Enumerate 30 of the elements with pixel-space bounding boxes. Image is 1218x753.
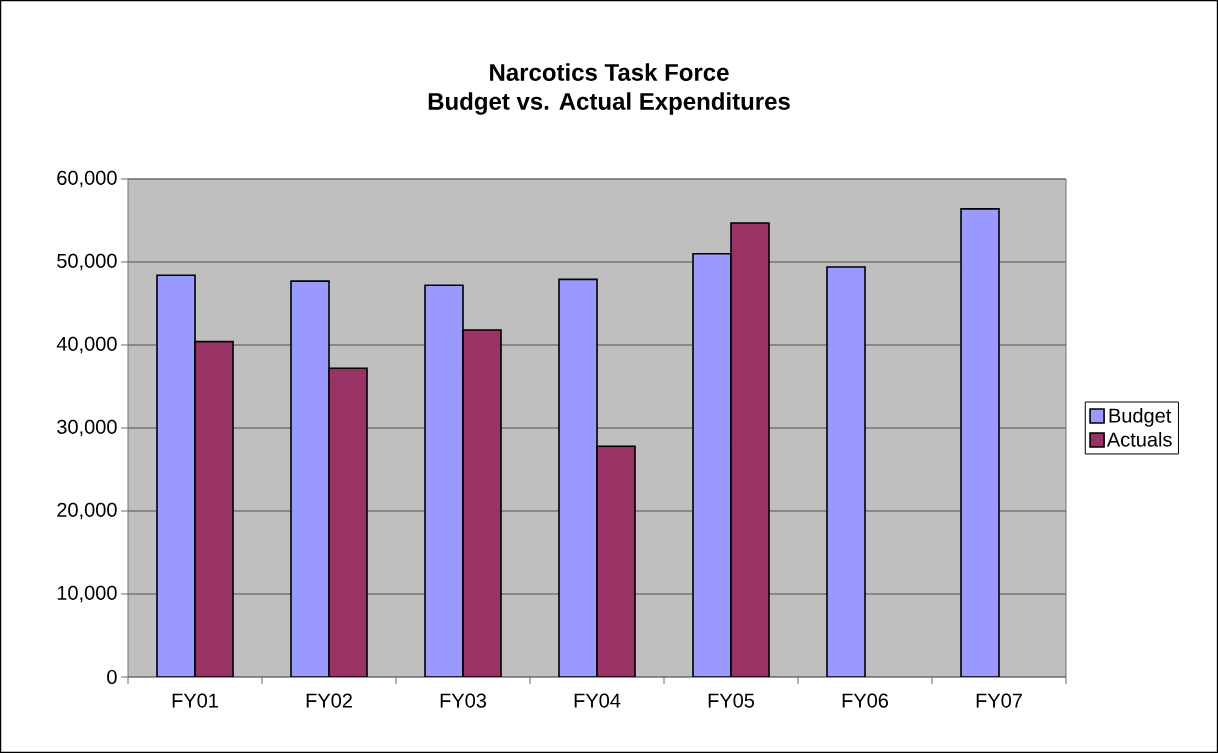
x-tick-label: FY02 bbox=[306, 693, 352, 708]
y-tick-label: 0 bbox=[107, 669, 117, 685]
bar bbox=[960, 208, 1000, 677]
legend-label: Actuals bbox=[1106, 431, 1172, 447]
bar bbox=[596, 445, 636, 677]
bar bbox=[730, 222, 770, 677]
y-tick-label: 20,000 bbox=[57, 502, 117, 520]
bar bbox=[424, 284, 464, 677]
y-tick-label: 40,000 bbox=[56, 336, 117, 354]
x-tick-label: FY04 bbox=[574, 693, 621, 708]
bar bbox=[290, 280, 330, 677]
y-tick-label: 30,000 bbox=[57, 419, 117, 437]
x-tick-label: FY07 bbox=[976, 693, 1022, 708]
y-tick-label: 10,000 bbox=[57, 585, 117, 603]
bar bbox=[156, 274, 196, 677]
x-tick-label: FY05 bbox=[708, 693, 755, 708]
legend-label: Budget bbox=[1109, 408, 1172, 427]
bar bbox=[194, 340, 234, 677]
x-tick-label: FY06 bbox=[842, 693, 889, 708]
y-tick-label: 50,000 bbox=[57, 253, 117, 271]
x-tick-label: FY01 bbox=[172, 693, 218, 708]
bar bbox=[558, 278, 598, 677]
y-tick-label: 60,000 bbox=[57, 170, 117, 188]
chart-title: Narcotics Task Force bbox=[490, 63, 729, 81]
bar bbox=[692, 252, 732, 677]
chart-subtitle: Budget vs. Actual Expenditures bbox=[428, 92, 790, 115]
bar bbox=[462, 329, 502, 677]
x-tick-label: FY03 bbox=[440, 693, 487, 708]
bar bbox=[328, 367, 368, 677]
bar bbox=[826, 266, 866, 677]
